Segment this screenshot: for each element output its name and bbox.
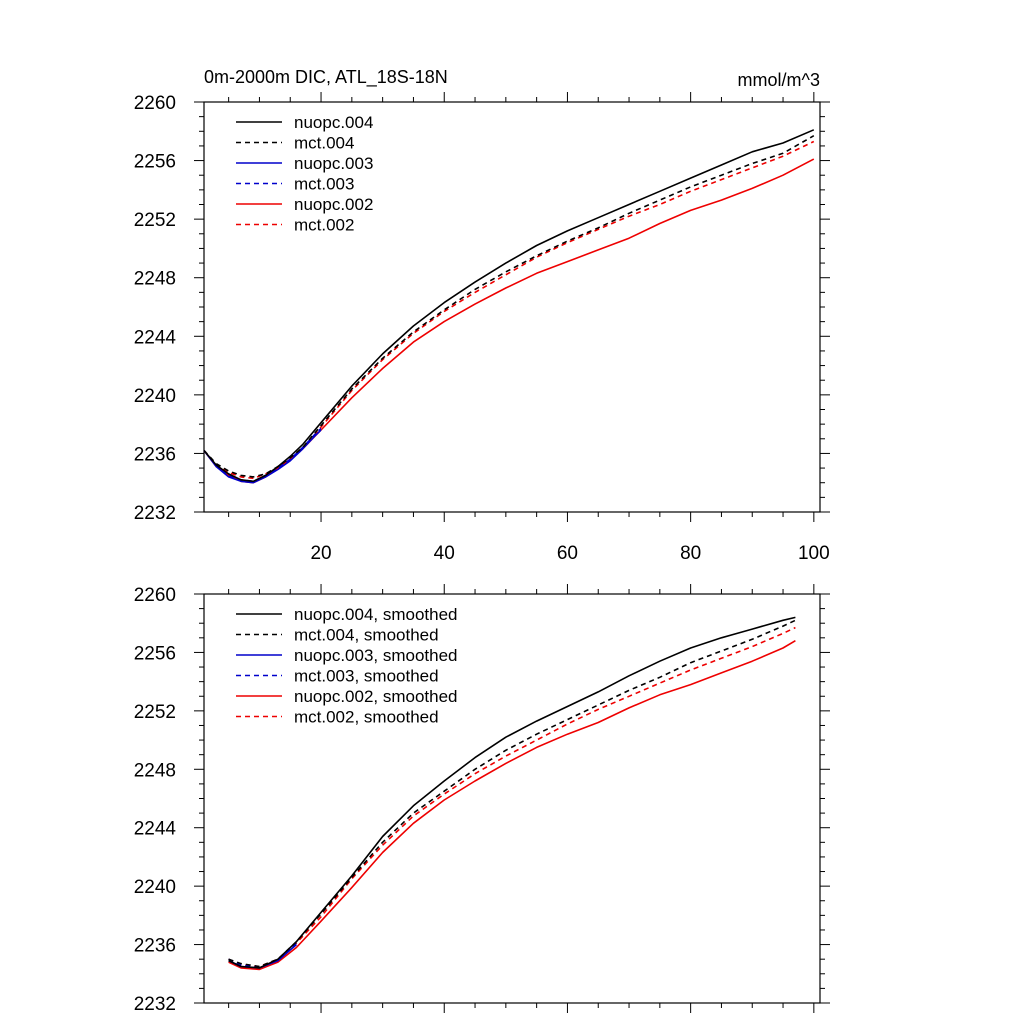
bottom-panel: 2232 2236 2240 2244 2248 2252 2256 2260 nuopc.00… — [134, 584, 830, 1015]
y-tick-label: 2252 — [134, 210, 176, 231]
y-tick-label: 2232 — [134, 503, 176, 524]
series-line-nuopc-003 — [203, 429, 322, 484]
legend-entry: mct.003, smoothed — [294, 667, 439, 686]
y-tick-label: 2244 — [134, 819, 177, 840]
legend-entry: mct.002 — [294, 216, 354, 235]
y-tick-label: 2240 — [134, 386, 176, 407]
series-line-nuopc-004 — [203, 129, 815, 483]
y-tick-label: 2260 — [134, 93, 176, 114]
legend-entry: nuopc.003 — [294, 154, 373, 173]
legend-entry: nuopc.004, smoothed — [294, 605, 458, 624]
y-tick-label: 2252 — [134, 702, 176, 723]
y-tick-label: 2256 — [134, 643, 176, 664]
x-tick-label: 20 — [310, 543, 331, 564]
legend-entry: mct.003 — [294, 175, 354, 194]
legend-entry: mct.002, smoothed — [294, 708, 439, 727]
y-tick-label: 2236 — [134, 936, 176, 957]
y-tick-label: 2232 — [134, 994, 176, 1015]
y-tick-label: 2256 — [134, 152, 176, 173]
legend-entry: nuopc.002 — [294, 195, 373, 214]
legend-entry: nuopc.002, smoothed — [294, 687, 458, 706]
y-tick-label: 2248 — [134, 269, 176, 290]
series-line-nuopc-004-smoothed — [228, 616, 796, 969]
y-tick-label: 2236 — [134, 444, 176, 465]
legend-entry: mct.004 — [294, 134, 354, 153]
x-tick-label: 40 — [434, 543, 455, 564]
chart-title: 0m-2000m DIC, ATL_18S-18N — [204, 67, 448, 88]
x-tick-label: 60 — [557, 543, 578, 564]
y-tick-label: 2244 — [134, 327, 177, 348]
units-label: mmol/m^3 — [738, 70, 820, 90]
series-line-mct-003 — [203, 427, 322, 483]
legend-entry: nuopc.003, smoothed — [294, 646, 458, 665]
axis-ticks — [194, 92, 830, 522]
top-panel: 2232 2236 2240 2244 2248 2252 2256 2260 20 40 60 80… — [134, 92, 830, 564]
y-tick-label: 2240 — [134, 877, 176, 898]
x-tick-label: 100 — [798, 543, 830, 564]
series-line-mct-003-smoothed — [228, 942, 297, 969]
x-tick-label: 80 — [680, 543, 701, 564]
y-tick-label: 2260 — [134, 585, 176, 606]
axis-ticks — [194, 584, 830, 1013]
legend-entry: mct.004, smoothed — [294, 626, 439, 645]
y-tick-label: 2248 — [134, 760, 176, 781]
series-line-nuopc-002-smoothed — [228, 640, 796, 971]
legend-entry: nuopc.004 — [294, 113, 373, 132]
